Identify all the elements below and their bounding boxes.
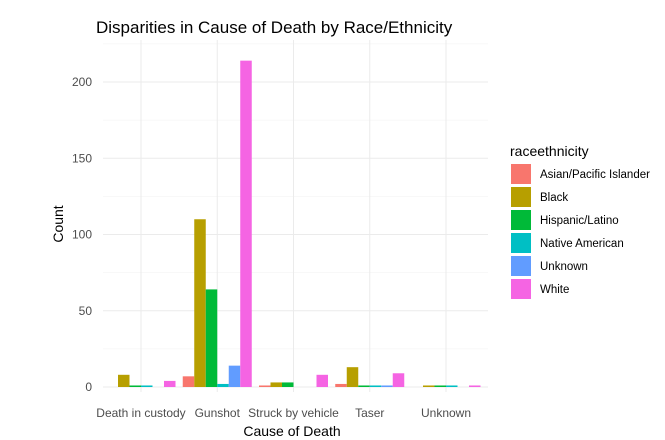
- legend-swatch: [511, 279, 531, 299]
- bar-gunshot-unknown: [228, 365, 241, 387]
- x-tick-label: Gunshot: [195, 406, 241, 420]
- legend-swatch: [511, 210, 531, 230]
- x-tick-labels: Death in custody Gunshot Struck by vehicle…: [96, 406, 471, 420]
- bar-unknown-black: [423, 385, 435, 387]
- legend-label: Unknown: [540, 261, 588, 273]
- legend-label: Asian/Pacific Islander: [540, 169, 650, 181]
- y-tick-label: 150: [72, 151, 92, 165]
- bar-struck-by-vehicle-black: [270, 382, 282, 387]
- bar-taser-white: [392, 373, 405, 387]
- bar-gunshot-asian-pacific-islander: [182, 376, 195, 387]
- bar-unknown-hispanic-latino: [434, 385, 446, 387]
- legend-label: Black: [540, 192, 568, 204]
- bar-death-in-custody-native-american: [141, 385, 153, 387]
- legend-swatch: [511, 164, 531, 184]
- bar-struck-by-vehicle-white: [316, 374, 328, 387]
- bar-gunshot-black: [194, 219, 206, 387]
- legend-label: Hispanic/Latino: [540, 215, 619, 227]
- y-tick-label: 0: [85, 380, 92, 394]
- x-tick-label: Struck by vehicle: [248, 406, 339, 420]
- legend-swatch: [511, 256, 531, 276]
- legend-swatch: [511, 187, 531, 207]
- y-tick-labels: 0 50 100 150 200: [72, 75, 92, 394]
- y-tick-label: 50: [79, 304, 93, 318]
- bar-taser-unknown: [381, 385, 393, 387]
- grid: [103, 40, 488, 392]
- bar-unknown-native-american: [446, 385, 458, 387]
- bar-unknown-white: [469, 385, 481, 387]
- x-tick-label: Death in custody: [96, 406, 185, 420]
- bar-death-in-custody-white: [164, 380, 176, 387]
- bar-taser-black: [346, 367, 359, 387]
- legend: raceethnicity Asian/Pacific Islander Blac…: [510, 143, 650, 299]
- chart-title: Disparities in Cause of Death by Race/Et…: [96, 18, 453, 37]
- legend-label: White: [540, 284, 569, 296]
- legend-label: Native American: [540, 238, 624, 250]
- bar-gunshot-hispanic-latino: [205, 289, 218, 387]
- legend-swatch: [511, 233, 531, 253]
- x-tick-label: Taser: [355, 406, 384, 420]
- bars: [118, 60, 481, 388]
- bar-taser-hispanic-latino: [358, 385, 370, 387]
- y-axis-title: Count: [50, 205, 66, 242]
- bar-struck-by-vehicle-asian-pacific-islander: [259, 385, 271, 387]
- y-tick-label: 100: [72, 228, 92, 242]
- x-tick-label: Unknown: [421, 406, 471, 420]
- bar-death-in-custody-hispanic-latino: [129, 385, 141, 387]
- bar-taser-native-american: [369, 385, 382, 387]
- bar-gunshot-native-american: [217, 383, 229, 387]
- y-tick-label: 200: [72, 75, 92, 89]
- legend-title: raceethnicity: [510, 143, 589, 159]
- bar-gunshot-white: [240, 60, 252, 388]
- bar-death-in-custody-black: [118, 374, 130, 387]
- x-axis-title: Cause of Death: [243, 423, 340, 439]
- bar-struck-by-vehicle-hispanic-latino: [282, 382, 294, 387]
- bar-taser-asian-pacific-islander: [335, 383, 347, 387]
